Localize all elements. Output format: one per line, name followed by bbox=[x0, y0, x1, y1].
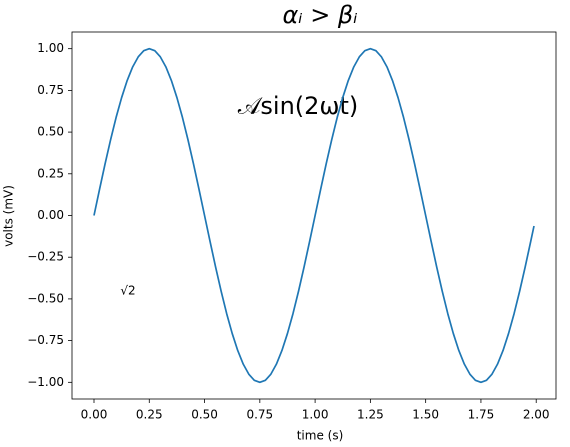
plot-frame bbox=[71, 31, 557, 400]
x-tick-label: 0.75 bbox=[246, 408, 273, 422]
x-tick-label: 1.25 bbox=[357, 408, 384, 422]
y-tick-label: 1.00 bbox=[37, 41, 64, 55]
y-tick-label: 0.00 bbox=[37, 208, 64, 222]
x-tick-label: 0.25 bbox=[136, 408, 163, 422]
y-tick-label: −0.25 bbox=[27, 250, 64, 264]
y-axis-label: volts (mV) bbox=[2, 185, 16, 247]
chart-title: αᵢ > βᵢ bbox=[282, 1, 357, 29]
y-tick-label: −0.75 bbox=[27, 333, 64, 347]
y-tick-label: 0.25 bbox=[37, 166, 64, 180]
x-tick-label: 0.50 bbox=[191, 408, 218, 422]
x-tick-label: 1.75 bbox=[468, 408, 495, 422]
x-tick-label: 1.00 bbox=[302, 408, 329, 422]
y-tick-label: 0.75 bbox=[37, 83, 64, 97]
annotation: √2 bbox=[120, 284, 135, 298]
line-series bbox=[93, 47, 535, 384]
y-tick-label: −1.00 bbox=[27, 375, 64, 389]
x-tick-label: 1.50 bbox=[412, 408, 439, 422]
y-tick-label: −0.50 bbox=[27, 291, 64, 305]
x-axis-label: time (s) bbox=[297, 429, 344, 443]
y-tick-label: 0.50 bbox=[37, 125, 64, 139]
x-tick-label: 2.00 bbox=[523, 408, 550, 422]
x-tick-label: 0.00 bbox=[81, 408, 108, 422]
